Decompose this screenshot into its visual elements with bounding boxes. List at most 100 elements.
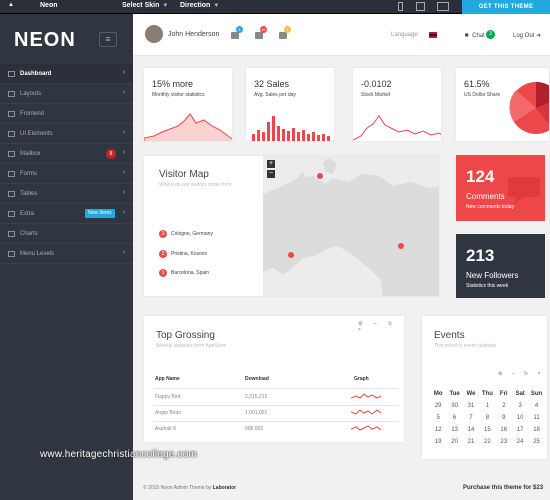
avatar[interactable] (145, 25, 163, 43)
app-name: Angry Birds (155, 410, 181, 416)
europe-map[interactable]: + − (263, 156, 439, 296)
stock-tile: -0.0102 Stock Market (352, 67, 442, 142)
tablet-icon[interactable] (416, 2, 425, 11)
event-calendar: Mo Tue We Thu Fri Sat Sun 29 30 31 1 2 3 4 5 6 7 8 9 10 11… (430, 391, 545, 451)
row-sparkline (351, 425, 381, 431)
footer: © 2015 Neon Admin Theme by Laborator Pur… (133, 478, 550, 500)
top-bar: ▲ Neon Select Skin ▼ Direction ▼ GET THIS … (0, 0, 550, 14)
sidebar-item-extra[interactable]: Extra New Items › (0, 204, 133, 224)
comments-count: 124 (466, 167, 495, 186)
purchase-link[interactable]: Purchase this theme for $23 (463, 485, 544, 491)
gauge-icon (8, 70, 15, 77)
app-name: Asphalt 8 (155, 426, 176, 432)
map-title: Visitor Map (159, 169, 209, 180)
city-item[interactable]: 3 Cologne, Germany (159, 230, 213, 238)
grossing-title: Top Grossing (156, 330, 215, 341)
sidebar-item-forms[interactable]: Forms › (0, 164, 133, 184)
watermark: www.heritagechristiancollege.com (40, 449, 198, 460)
form-icon (8, 170, 15, 177)
column-header: Graph (354, 376, 369, 382)
list-icon[interactable] (279, 32, 287, 39)
chevron-right-icon: › (122, 69, 125, 76)
desktop-icon[interactable] (437, 2, 449, 11)
app-download: 1,001,001 (245, 410, 268, 416)
select-skin-menu[interactable]: Select Skin ▼ (122, 2, 169, 9)
city-item[interactable]: 2 Pristina, Kosovo (159, 250, 207, 258)
uk-flag-icon[interactable] (429, 32, 437, 38)
sidebar-item-frontend[interactable]: Frontend (0, 104, 133, 124)
calendar-week[interactable]: 29 30 31 1 2 3 4 (434, 403, 539, 409)
tile-value: -0.0102 (361, 79, 392, 89)
chat-badge: 3 (486, 30, 495, 39)
monitor-icon (8, 110, 15, 117)
tile-label: US Dollar Share (464, 92, 501, 98)
caret-down-icon: ▼ (162, 3, 169, 9)
tile-label: Avg. Sales per day (254, 92, 296, 98)
menu-toggle-icon[interactable]: ≡ (99, 32, 117, 47)
globe-icon[interactable] (231, 32, 239, 39)
chevron-right-icon: › (122, 169, 125, 176)
visitor-stats-tile: 15% more Monthly visitor statistics (143, 67, 233, 142)
grossing-subtitle: Weekly statistics from AppStore (156, 343, 227, 349)
map-subtitle: Where do our visitors come from (159, 182, 232, 188)
caret-down-icon: ▼ (213, 3, 220, 9)
dollar-share-pie (509, 82, 549, 134)
get-theme-button[interactable]: GET THIS THEME (462, 0, 550, 14)
comments-sub: New comments today (466, 204, 515, 210)
followers-count: 213 (466, 246, 495, 265)
sidebar-item-ui-elements[interactable]: UI Elements › (0, 124, 133, 144)
tile-label: Stock Market (361, 92, 391, 98)
comments-card: 124 Comments New comments today (456, 155, 545, 221)
sidebar-item-tables[interactable]: Tables › (0, 184, 133, 204)
events-title: Events (434, 330, 465, 341)
calendar-week[interactable]: 5 6 7 8 9 10 11 (436, 415, 540, 421)
map-shapes (263, 158, 439, 296)
sidebar: NEON ≡ Dashboard › Layouts › Frontend UI E… (0, 14, 133, 500)
mailbox-badge: 8 (106, 149, 116, 159)
levels-icon (8, 250, 15, 257)
author-link[interactable]: Laborator (212, 485, 237, 491)
zoom-out-button[interactable]: − (267, 170, 275, 178)
skin-icon[interactable]: ▲ (8, 2, 14, 8)
envelope-icon[interactable] (255, 32, 263, 39)
layout-icon (8, 90, 15, 97)
events-subtitle: This month's event calendar (434, 343, 497, 349)
sidebar-item-menu-levels[interactable]: Menu Levels › (0, 244, 133, 264)
column-header: App Name (155, 376, 180, 382)
app-download: 2,215,215 (245, 394, 268, 400)
dollar-share-tile: 61.5% US Dollar Share (455, 67, 550, 142)
comments-label: Comments (466, 192, 505, 201)
sales-tile: 32 Sales Avg. Sales per day (245, 67, 335, 142)
tile-value: 61.5% (464, 79, 490, 89)
username[interactable]: John Henderson (168, 31, 220, 38)
sidebar-item-mailbox[interactable]: Mailbox 8 › (0, 144, 133, 164)
window-icon (8, 130, 15, 137)
logo: NEON (14, 29, 76, 51)
sidebar-item-layouts[interactable]: Layouts › (0, 84, 133, 104)
chevron-right-icon: › (122, 249, 125, 256)
calendar-days-header: Mo Tue We Thu Fri Sat Sun (433, 391, 543, 397)
phone-icon[interactable] (398, 2, 403, 11)
direction-menu[interactable]: Direction ▼ (180, 2, 220, 9)
calendar-week[interactable]: 19 20 21 22 23 24 25 (434, 439, 540, 445)
row-sparkline (351, 409, 381, 415)
zoom-in-button[interactable]: + (267, 160, 275, 168)
divider (154, 421, 398, 422)
logout-link[interactable]: Log Out ➜ (513, 33, 542, 39)
sidebar-item-dashboard[interactable]: Dashboard › (0, 64, 133, 84)
calendar-week[interactable]: 12 13 14 15 16 17 18 (434, 427, 540, 433)
chat-link[interactable]: ◾ Chat (463, 33, 485, 39)
chevron-right-icon: › (122, 209, 125, 216)
notification-badge: 6 (236, 26, 243, 33)
sidebar-item-charts[interactable]: Charts (0, 224, 133, 244)
city-item[interactable]: 1 Barcelona, Spain (159, 269, 209, 277)
panel-tools[interactable]: ⚙ – ↻ × (358, 321, 398, 333)
task-badge: 1 (284, 26, 291, 33)
visitor-sparkline (144, 113, 232, 141)
panel-tools[interactable]: ⚙ – ↻ × (498, 371, 545, 377)
language-label: Language: (391, 32, 420, 38)
chart-icon (8, 230, 15, 237)
chevron-right-icon: › (122, 89, 125, 96)
table-icon (8, 190, 15, 197)
message-badge: 10 (260, 26, 267, 33)
